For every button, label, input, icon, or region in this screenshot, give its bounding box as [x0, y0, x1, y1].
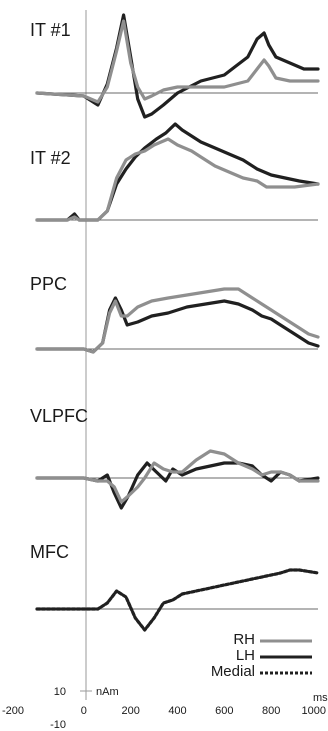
x-tick-label: 400 [168, 705, 186, 717]
panel-it-2: IT #2 [30, 122, 320, 222]
x-tick-label: 600 [215, 705, 233, 717]
legend-label-lh: LH [236, 647, 255, 664]
series-it-1-rh [35, 19, 320, 104]
x-tick-label: 800 [262, 705, 280, 717]
series-mfc-medial [35, 568, 320, 632]
panel-vlpfc: VLPFC [30, 406, 320, 510]
series-it-2-lh [35, 122, 320, 222]
panels-group: IT #1 IT #2 PPC VLPFC MFC [30, 13, 320, 632]
x-tick-label: 0 [81, 705, 87, 717]
x-axis-ticks: -200 0 200 400 600 800 1000 [2, 705, 326, 717]
series-it-2-rh [35, 137, 320, 222]
panel-title-it-1: IT #1 [30, 20, 71, 40]
legend-label-rh: RH [233, 631, 255, 648]
panel-ppc: PPC [30, 274, 320, 354]
panel-title-ppc: PPC [30, 274, 67, 294]
legend-label-medial: Medial [211, 663, 255, 680]
series-vlpfc-rh [35, 449, 320, 504]
series-ppc-lh [35, 296, 320, 354]
panel-it-1: IT #1 [30, 13, 320, 119]
series-vlpfc-lh [35, 461, 320, 510]
panel-title-it-2: IT #2 [30, 148, 71, 168]
scale-bar-unit: nAm [96, 686, 119, 698]
x-tick-label: 200 [121, 705, 139, 717]
scale-bar: 10 nAm -10 [50, 686, 119, 731]
series-it-1-lh [35, 13, 320, 119]
panel-mfc: MFC [30, 542, 320, 632]
scale-bar-bottom-label: -10 [50, 719, 66, 731]
legend: RH LH Medial [211, 631, 312, 680]
x-axis-unit: ms [313, 692, 328, 704]
panel-title-vlpfc: VLPFC [30, 406, 88, 426]
panel-title-mfc: MFC [30, 542, 69, 562]
x-tick-label: -200 [2, 705, 24, 717]
x-tick-label: 1000 [302, 705, 326, 717]
scale-bar-top-label: 10 [54, 686, 66, 698]
series-ppc-rh [35, 287, 320, 354]
